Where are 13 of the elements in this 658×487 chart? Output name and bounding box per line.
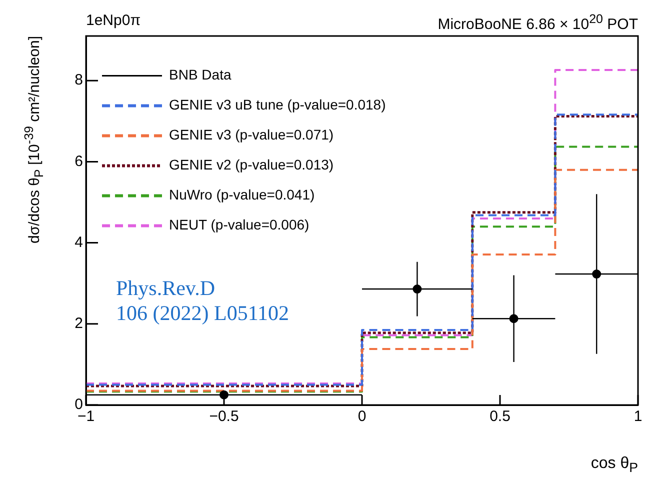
legend-label: GENIE v3 uB tune (p-value=0.018) [169,96,386,113]
y-tick-label: 6 [74,152,83,170]
y-tick-label: 2 [74,315,83,332]
legend-label: BNB Data [169,66,232,83]
chart-subtitle: MicroBooNE 6.86 × 10$^{20}$ POT [438,12,638,33]
x-tick-label: 1 [634,408,642,426]
x-tick-label: 0 [358,408,366,426]
x-tick-label: 0.5 [490,408,510,426]
chart-title: 1eNp0π [86,12,141,29]
y-tick-label: 4 [74,234,83,251]
x-tick-label: −0.5 [209,408,239,426]
y-tick-label: 8 [74,72,83,89]
x-axis-title: cos θ$_{P}$ [590,454,638,475]
